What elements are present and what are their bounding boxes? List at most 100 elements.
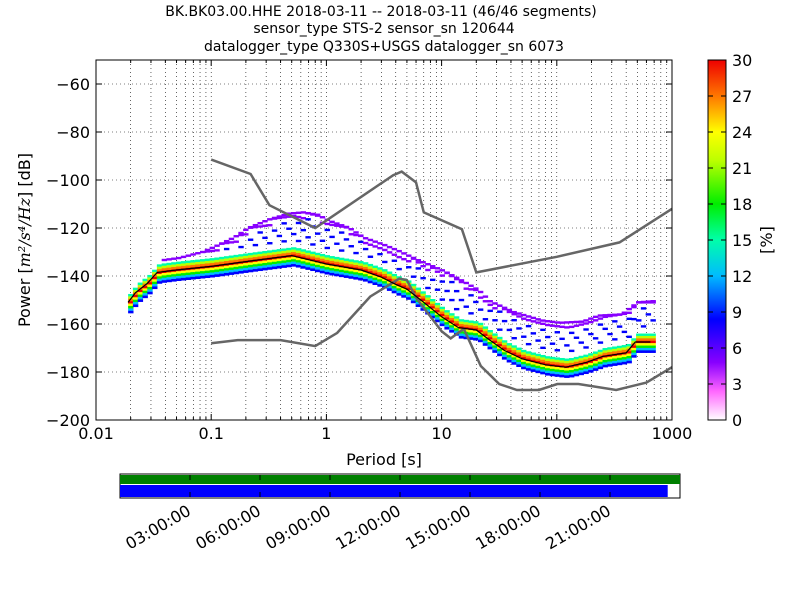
heatmap-cell [453, 328, 460, 331]
heatmap-cell [612, 313, 618, 316]
heatmap-cell [592, 356, 599, 359]
heatmap-cell [300, 216, 307, 220]
heatmap-cell [271, 249, 278, 253]
heatmap-cell [319, 263, 326, 267]
heatmap-cell [300, 211, 307, 214]
heatmap-cell [171, 276, 177, 280]
x-tick-label: 0.1 [198, 424, 223, 443]
heatmap-cell [592, 365, 599, 369]
heatmap-cell [401, 290, 407, 293]
heatmap-cell [305, 236, 311, 239]
y-tick-label: −200 [46, 411, 90, 430]
heatmap-cell [607, 332, 613, 336]
low-noise-model-line [211, 277, 673, 392]
heatmap-cell [190, 262, 196, 266]
heatmap-cell [612, 358, 618, 362]
time-tick-label: 09:00:00 [262, 501, 334, 553]
heatmap-cell [573, 373, 580, 377]
heatmap-cell [171, 267, 177, 270]
heatmap-cell [252, 257, 259, 260]
heatmap-cell [324, 259, 330, 263]
heatmap-cell [540, 364, 546, 368]
y-tick-label: −60 [56, 75, 90, 94]
heatmap-cell [219, 268, 225, 272]
heatmap-cell [525, 342, 532, 346]
heatmap-cell [267, 267, 273, 270]
heatmap-cell [295, 264, 302, 268]
heatmap-cell [592, 315, 599, 319]
heatmap-cell [281, 213, 287, 217]
heatmap-cell [602, 362, 608, 365]
heatmap-cell [621, 347, 628, 351]
heatmap-cell [353, 272, 359, 275]
heatmap-cell [636, 335, 642, 339]
heatmap-cell [199, 268, 206, 272]
heatmap-cell [497, 310, 503, 313]
heatmap-cell [559, 321, 565, 324]
heatmap-cell [406, 294, 412, 298]
heatmap-cell [430, 310, 436, 314]
heatmap-cell [243, 263, 249, 266]
heatmap-cell [468, 294, 474, 297]
heatmap-cell [401, 295, 407, 298]
heatmap-cell [338, 260, 345, 263]
heatmap-cell [286, 257, 292, 261]
heatmap-cell [449, 315, 455, 319]
heatmap-cell [501, 357, 508, 360]
heatmap-cell [276, 261, 283, 264]
heatmap-cell [267, 264, 273, 268]
heatmap-cell [549, 371, 556, 374]
heatmap-cell [607, 361, 613, 365]
heatmap-cell [223, 260, 230, 264]
heatmap-cell [578, 341, 584, 344]
heatmap-cell [492, 319, 498, 322]
heatmap-cell [616, 360, 623, 363]
heatmap-cell [545, 335, 551, 339]
heatmap-cell [492, 333, 498, 337]
heatmap-cell [506, 310, 513, 314]
heatmap-cell [142, 278, 148, 282]
heatmap-cell [482, 340, 489, 344]
heatmap-cell [271, 254, 278, 258]
heatmap-cell [597, 356, 604, 360]
heatmap-cell [545, 360, 551, 364]
heatmap-cell [214, 257, 220, 261]
heatmap-cell [358, 270, 364, 274]
heatmap-cell [530, 357, 537, 360]
heatmap-cell [497, 336, 503, 340]
heatmap-cell [636, 319, 642, 322]
heatmap-cell [329, 260, 335, 264]
colorbar-ticks: 0 3 6 9 12 15 18 21 24 27 30 [708, 51, 752, 430]
heatmap-cell [334, 256, 340, 260]
heatmap-cell [223, 241, 230, 245]
heatmap-cell [362, 267, 369, 270]
heatmap-cell [473, 287, 479, 290]
heatmap-cell [137, 296, 144, 300]
heatmap-cell [267, 255, 273, 258]
heatmap-cell [377, 267, 383, 270]
heatmap-cell [305, 218, 311, 221]
heatmap-cell [645, 338, 652, 341]
heatmap-cell [415, 301, 422, 305]
heatmap-cell [640, 307, 647, 310]
heatmap-cell [516, 352, 522, 355]
heatmap-cell [588, 353, 594, 356]
heatmap-cell [391, 253, 398, 256]
heatmap-cell [650, 335, 656, 339]
colorbar-tick-label: 6 [732, 339, 742, 358]
heatmap-cell [199, 261, 206, 265]
heatmap-cell [444, 314, 450, 318]
heatmap-cell [204, 268, 211, 271]
heatmap-cell [142, 290, 148, 294]
heatmap-cell [276, 253, 283, 257]
heatmap-cell [391, 288, 398, 291]
heatmap-cell [382, 276, 388, 279]
heatmap-cell [247, 225, 254, 229]
heatmap-cell [439, 298, 445, 301]
colorbar-tick-label: 15 [732, 231, 752, 250]
heatmap-cell [597, 323, 604, 326]
heatmap-cell [267, 218, 273, 221]
heatmap-cell [324, 255, 330, 258]
heatmap-cell [291, 256, 297, 260]
heatmap-cell [319, 265, 326, 269]
